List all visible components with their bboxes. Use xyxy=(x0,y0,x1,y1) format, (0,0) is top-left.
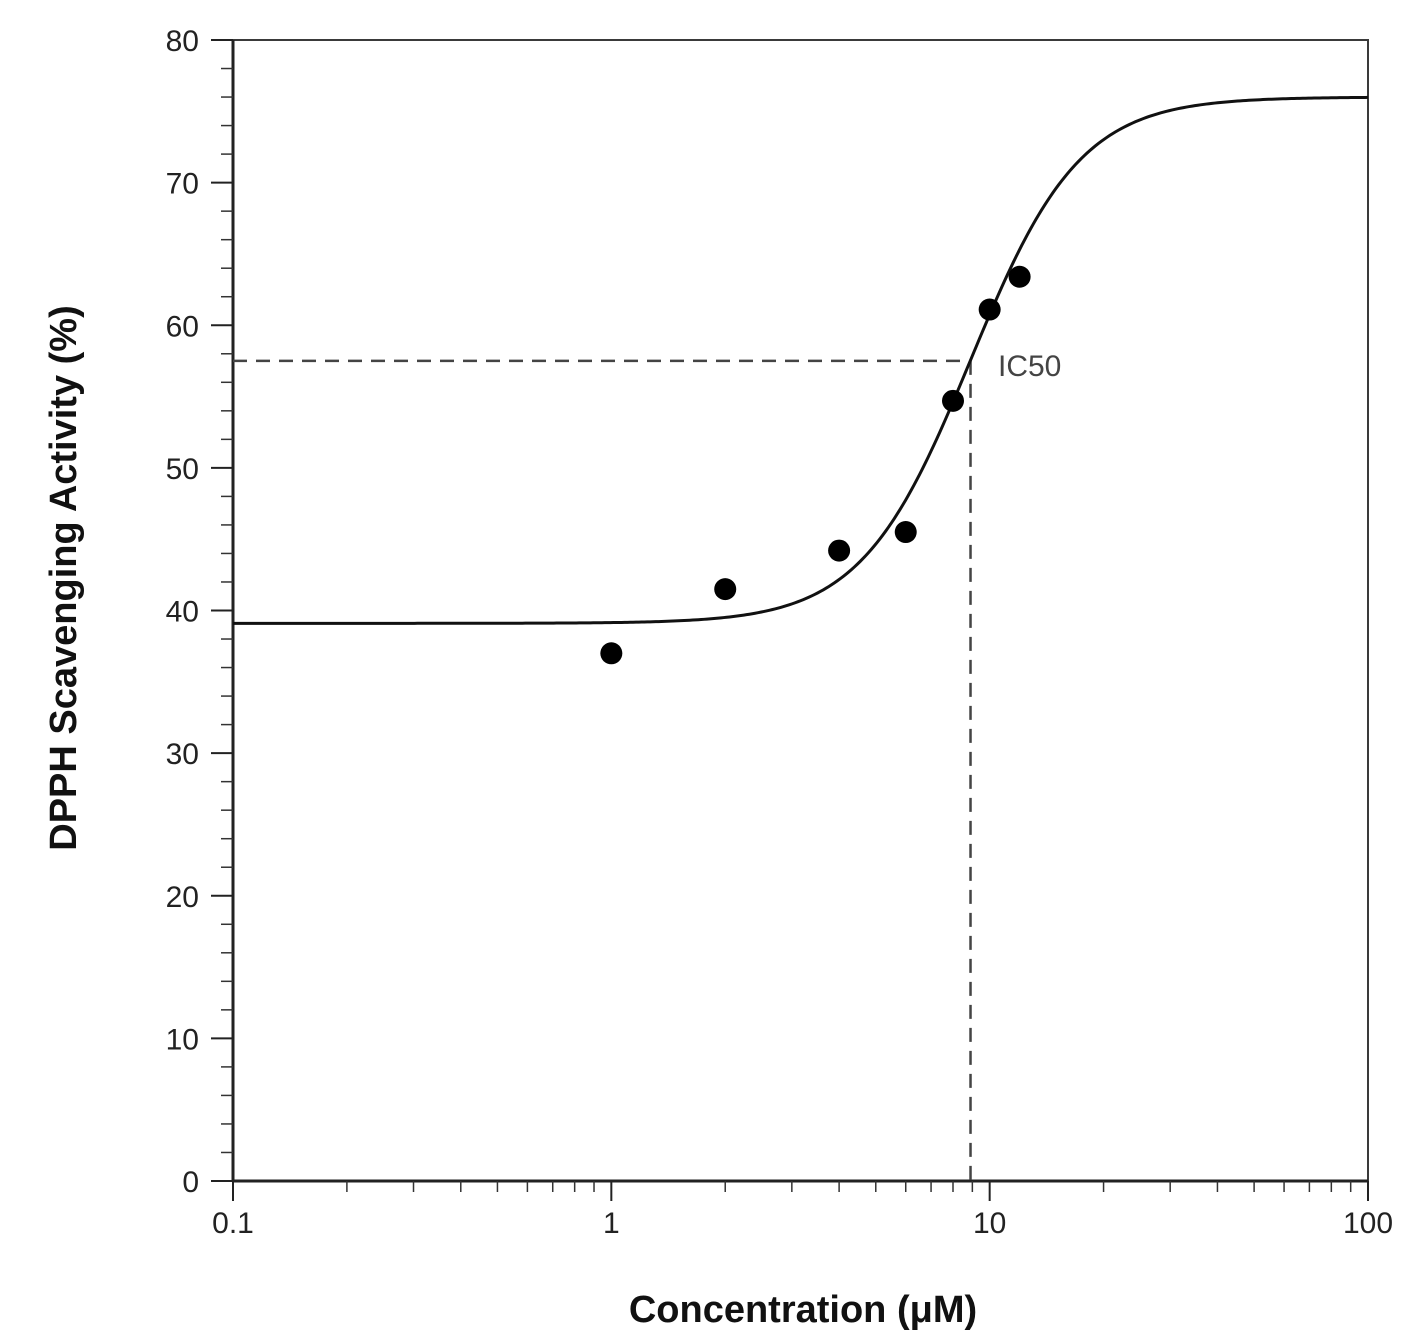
y-tick-label: 60 xyxy=(166,310,199,343)
axis-ticks-layer xyxy=(211,39,1369,1201)
data-point xyxy=(978,298,1001,321)
y-axis-title: DPPH Scavenging Activity (%) xyxy=(43,305,85,851)
y-tick-label: 80 xyxy=(166,25,199,58)
x-tick-label: 100 xyxy=(1343,1207,1393,1240)
y-tick-label: 50 xyxy=(166,453,199,486)
plot-frame-layer xyxy=(231,39,1369,1183)
fit-curve-layer xyxy=(233,95,1369,625)
plot-frame xyxy=(232,39,1369,1182)
data-point xyxy=(828,539,851,562)
data-point xyxy=(894,521,917,544)
x-tick-label: 1 xyxy=(603,1207,620,1240)
data-points-layer xyxy=(600,265,1031,665)
x-tick-label: 0.1 xyxy=(212,1207,254,1240)
y-tick-label: 30 xyxy=(166,738,199,771)
y-tick-label: 20 xyxy=(166,881,199,914)
data-point xyxy=(714,578,737,601)
data-point xyxy=(1008,265,1031,288)
x-tick-label: 10 xyxy=(973,1207,1006,1240)
data-point xyxy=(942,389,965,412)
y-tick-label: 10 xyxy=(166,1023,199,1056)
y-tick-label: 0 xyxy=(182,1166,199,1199)
tick-labels-layer: 0 10 20 30 40 50 60 70 80 0.1 1 10 100 xyxy=(166,25,1393,1240)
y-tick-label: 40 xyxy=(166,596,199,629)
ic50-reference-layer xyxy=(233,359,972,1181)
fit-curve xyxy=(233,95,1369,625)
x-axis-title: Concentration (μM) xyxy=(629,1289,977,1331)
y-tick-label: 70 xyxy=(166,168,199,201)
ic50-annotation: IC50 xyxy=(998,350,1061,383)
data-point xyxy=(600,642,623,665)
